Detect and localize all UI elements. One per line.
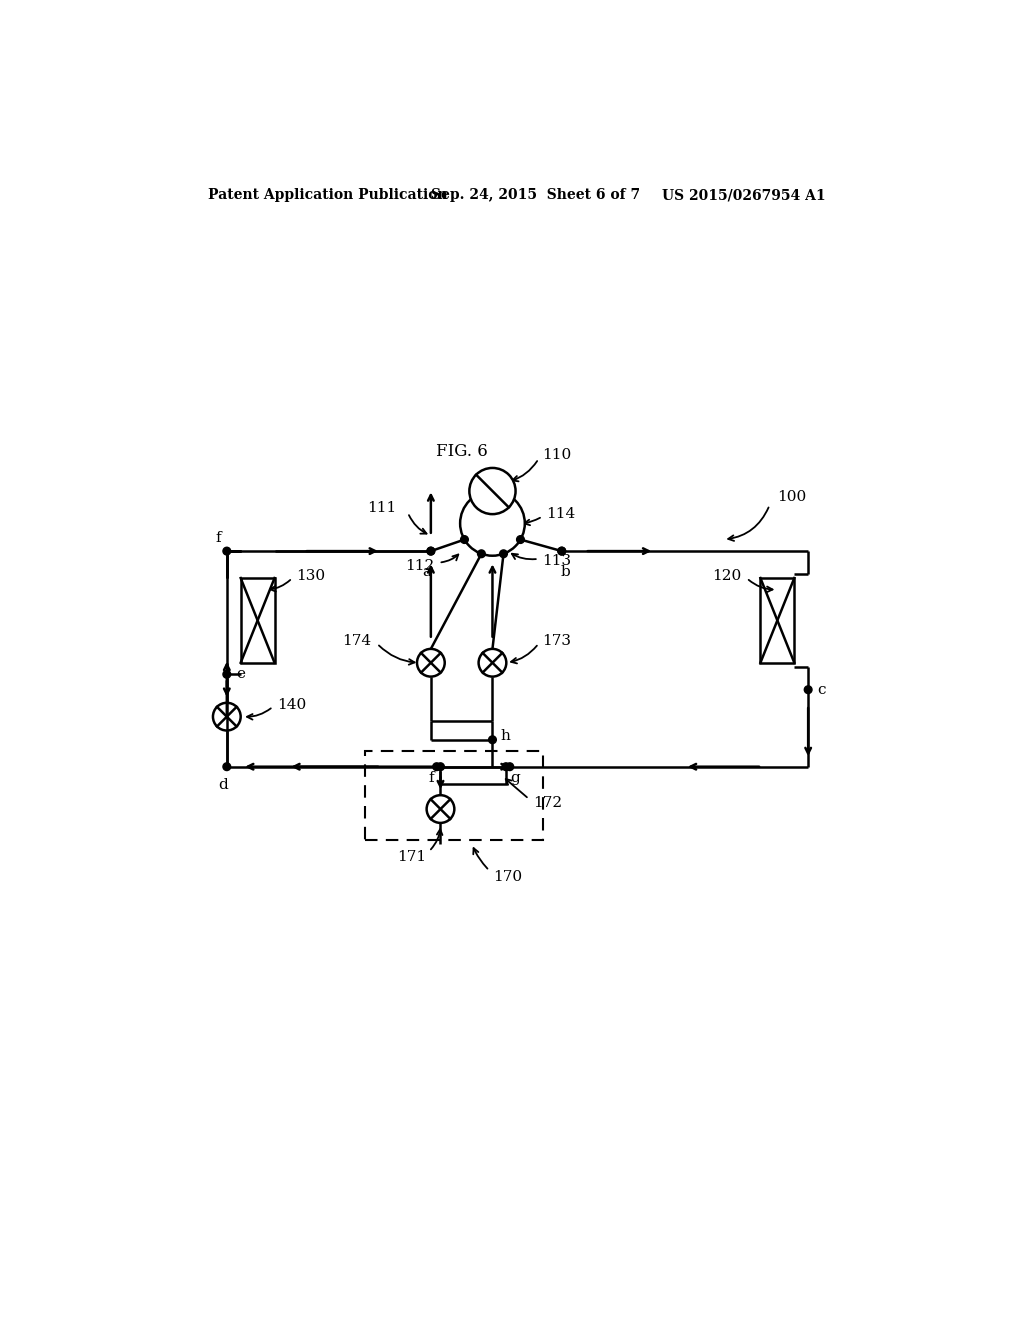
Circle shape: [500, 550, 507, 557]
Circle shape: [436, 763, 444, 771]
Text: d: d: [218, 779, 227, 792]
Circle shape: [427, 548, 435, 554]
Bar: [241, 578, 274, 663]
Circle shape: [433, 763, 440, 771]
Text: c: c: [817, 682, 826, 697]
Text: 112: 112: [406, 560, 435, 573]
Bar: [761, 578, 795, 663]
Text: 100: 100: [777, 490, 807, 504]
Circle shape: [469, 469, 515, 515]
Text: US 2015/0267954 A1: US 2015/0267954 A1: [662, 189, 825, 202]
Text: f: f: [215, 531, 220, 545]
Text: 111: 111: [367, 502, 396, 515]
Text: 130: 130: [296, 569, 326, 582]
Circle shape: [488, 737, 497, 743]
Text: f: f: [429, 771, 434, 785]
Text: Sep. 24, 2015  Sheet 6 of 7: Sep. 24, 2015 Sheet 6 of 7: [431, 189, 640, 202]
Text: a: a: [423, 565, 431, 579]
Text: 114: 114: [547, 507, 575, 521]
Circle shape: [558, 548, 565, 554]
Text: e: e: [237, 668, 245, 681]
Text: 113: 113: [543, 554, 571, 568]
Circle shape: [517, 536, 524, 544]
Circle shape: [558, 548, 565, 554]
Text: g: g: [510, 771, 519, 785]
Text: Patent Application Publication: Patent Application Publication: [208, 189, 447, 202]
Text: FIG. 6: FIG. 6: [436, 442, 487, 459]
Circle shape: [427, 548, 435, 554]
Text: 120: 120: [712, 569, 741, 582]
Text: 172: 172: [532, 796, 562, 810]
Circle shape: [804, 686, 812, 693]
Circle shape: [502, 763, 510, 771]
Circle shape: [477, 550, 485, 557]
Text: 173: 173: [543, 634, 571, 648]
Text: 170: 170: [493, 870, 522, 884]
Circle shape: [223, 671, 230, 678]
Text: 174: 174: [342, 634, 371, 648]
Circle shape: [223, 763, 230, 771]
Bar: [366, 751, 543, 840]
Text: 171: 171: [397, 850, 427, 863]
Bar: [440, 767, 506, 784]
Circle shape: [506, 763, 514, 771]
Text: h: h: [500, 729, 510, 743]
Text: 110: 110: [543, 447, 571, 462]
Circle shape: [223, 548, 230, 554]
Circle shape: [461, 536, 468, 544]
Text: 140: 140: [276, 698, 306, 711]
Circle shape: [460, 491, 525, 556]
Text: b: b: [561, 565, 570, 579]
